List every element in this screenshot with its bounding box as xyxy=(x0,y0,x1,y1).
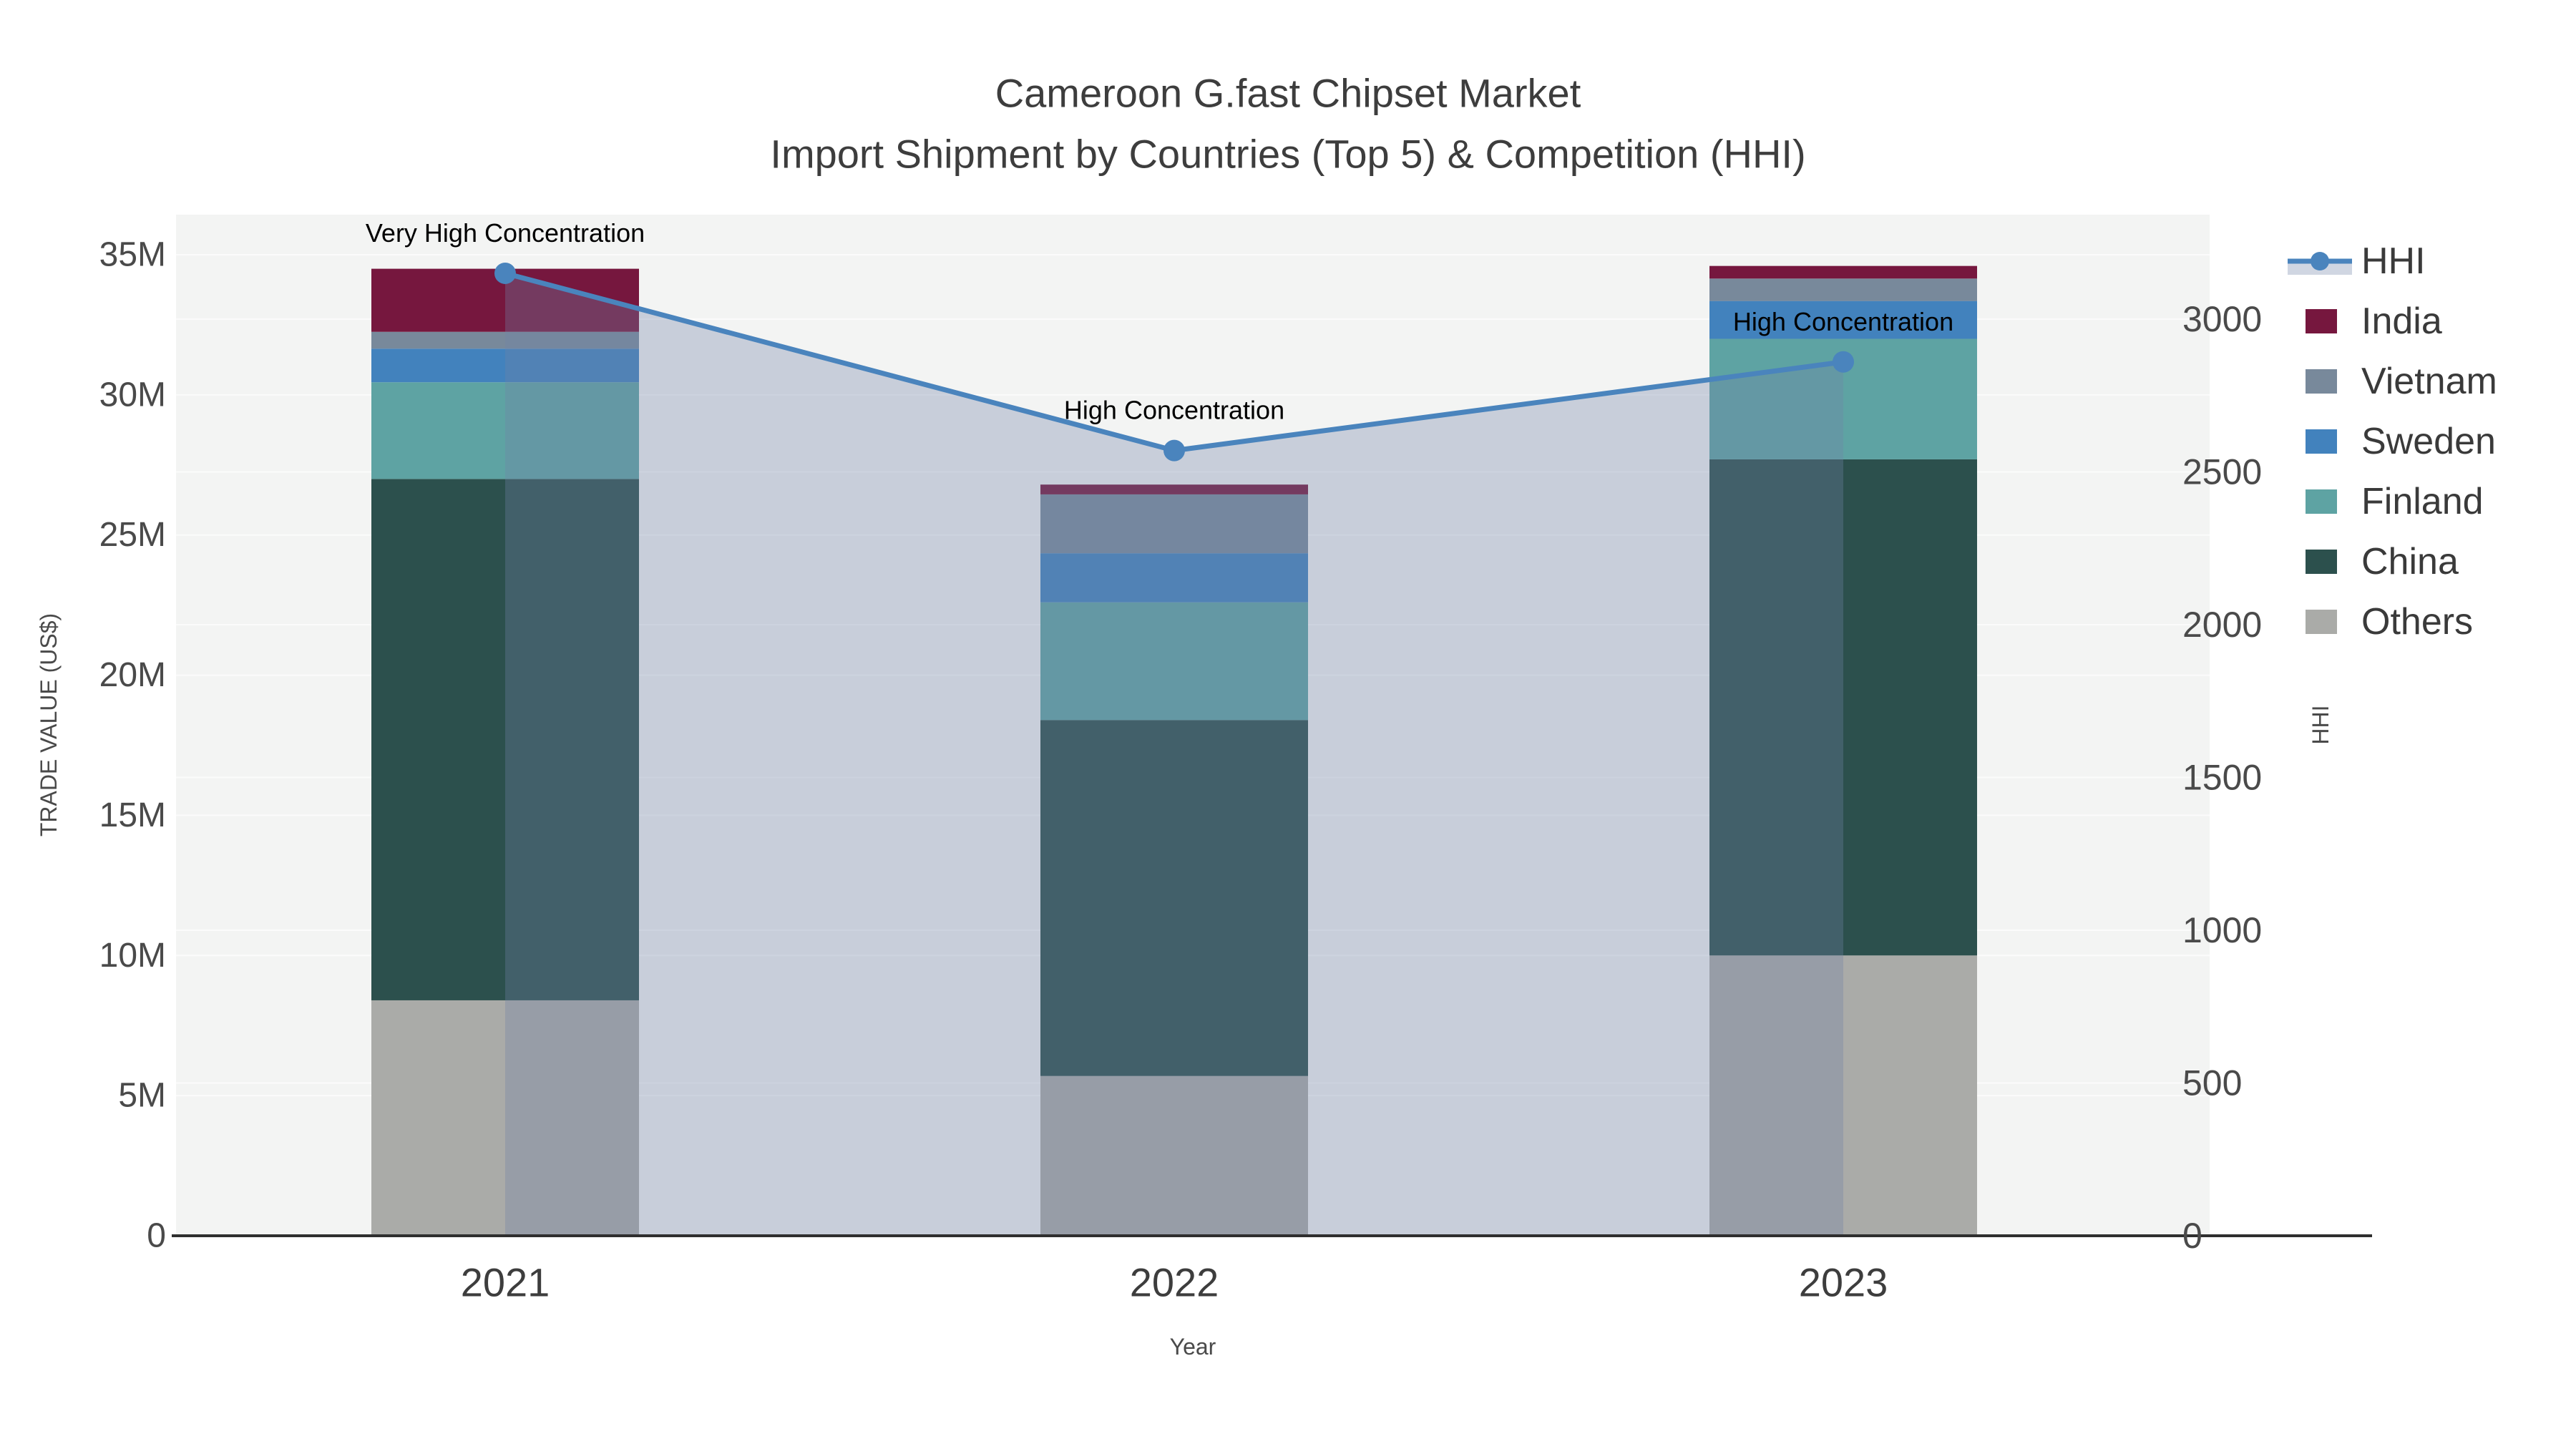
bar-segment-2023-sweden xyxy=(1709,301,1977,339)
legend-label-india: India xyxy=(2361,301,2442,342)
x-tick-2023: 2023 xyxy=(1799,1260,1888,1305)
y-right-tick-6: 3000 xyxy=(2182,299,2262,339)
y-left-tick-7: 35M xyxy=(99,236,166,274)
legend-swatch-china xyxy=(2306,550,2337,574)
bar-segment-2022-china xyxy=(1040,720,1308,1076)
x-tick-2022: 2022 xyxy=(1130,1260,1219,1305)
bar-stack-2021 xyxy=(371,268,639,1236)
legend-label-finland: Finland xyxy=(2361,481,2484,522)
legend-item-india[interactable]: India xyxy=(2306,301,2442,342)
bar-segment-2022-vietnam xyxy=(1040,494,1308,554)
bar-segment-2021-finland xyxy=(371,382,639,479)
legend-label-hhi: HHI xyxy=(2361,240,2426,282)
legend-swatch-finland xyxy=(2306,489,2337,514)
y-right-tick-0: 0 xyxy=(2182,1216,2202,1256)
hhi-area-fill xyxy=(505,273,1843,1236)
y-left-tick-1: 5M xyxy=(118,1077,166,1115)
chart-title-line1: Cameroon G.fast Chipset Market xyxy=(995,71,1581,116)
legend-swatch-sweden xyxy=(2306,429,2337,454)
legend-label-china: China xyxy=(2361,541,2459,582)
y-right-tick-2: 1000 xyxy=(2182,910,2262,950)
legend-label-sweden: Sweden xyxy=(2361,421,2496,462)
bar-segment-2023-india xyxy=(1709,265,1977,279)
legend-swatch-others xyxy=(2306,610,2337,634)
legend-swatch-india xyxy=(2306,309,2337,333)
annotation-2023: High Concentration xyxy=(1733,307,1953,336)
y-left-tick-2: 10M xyxy=(99,937,166,975)
bar-segment-2021-others xyxy=(371,1000,639,1236)
x-tick-2021: 2021 xyxy=(461,1260,550,1305)
bar-stack-2022 xyxy=(1040,484,1308,1236)
bar-segment-2022-finland xyxy=(1040,602,1308,721)
legend-swatch-vietnam xyxy=(2306,369,2337,394)
bar-segment-2023-others xyxy=(1709,955,1977,1236)
x-axis-title: Year xyxy=(1170,1334,1216,1360)
y-left-tick-3: 15M xyxy=(99,796,166,834)
bar-segment-2023-vietnam xyxy=(1709,278,1977,301)
hhi-marker-legend-icon xyxy=(2311,252,2329,270)
legend-item-vietnam[interactable]: Vietnam xyxy=(2306,361,2497,402)
hhi-marker-2023 xyxy=(1833,351,1854,373)
bar-segment-2022-india xyxy=(1040,484,1308,494)
bar-segment-2022-others xyxy=(1040,1075,1308,1236)
bar-segment-2023-china xyxy=(1709,459,1977,956)
hhi-marker-2021 xyxy=(494,262,516,284)
y-left-tick-0: 0 xyxy=(147,1217,166,1255)
bar-stack-2023 xyxy=(1709,265,1977,1236)
bar-segment-2021-sweden xyxy=(371,348,639,383)
bar-segment-2022-sweden xyxy=(1040,553,1308,602)
y-left-tick-6: 30M xyxy=(99,376,166,414)
y-right-tick-1: 500 xyxy=(2182,1063,2242,1103)
y-right-tick-5: 2500 xyxy=(2182,452,2262,492)
annotation-2021: Very High Concentration xyxy=(366,218,645,248)
annotation-2022: High Concentration xyxy=(1064,396,1284,425)
legend-item-finland[interactable]: Finland xyxy=(2306,481,2484,522)
legend: HHI India Vietnam Sweden Finland China Others xyxy=(2279,230,2515,649)
y-right-tick-3: 1500 xyxy=(2182,758,2262,798)
y-left-tick-4: 20M xyxy=(99,656,166,694)
y-right-tick-4: 2000 xyxy=(2182,605,2262,645)
legend-label-vietnam: Vietnam xyxy=(2361,361,2497,402)
bar-segment-2021-china xyxy=(371,479,639,1000)
legend-label-others: Others xyxy=(2361,601,2473,643)
y-left-axis-title: TRADE VALUE (US$) xyxy=(36,613,62,836)
legend-item-china[interactable]: China xyxy=(2306,541,2459,582)
y-right-axis-title: HHI xyxy=(2308,705,2333,744)
hhi-marker-2022 xyxy=(1163,439,1185,462)
legend-item-sweden[interactable]: Sweden xyxy=(2306,421,2496,462)
y-left-tick-5: 25M xyxy=(99,516,166,554)
legend-item-hhi[interactable]: HHI xyxy=(2288,240,2426,282)
chart-title-line2: Import Shipment by Countries (Top 5) & C… xyxy=(770,132,1805,177)
legend-item-others[interactable]: Others xyxy=(2306,601,2473,643)
bar-segment-2021-vietnam xyxy=(371,331,639,349)
